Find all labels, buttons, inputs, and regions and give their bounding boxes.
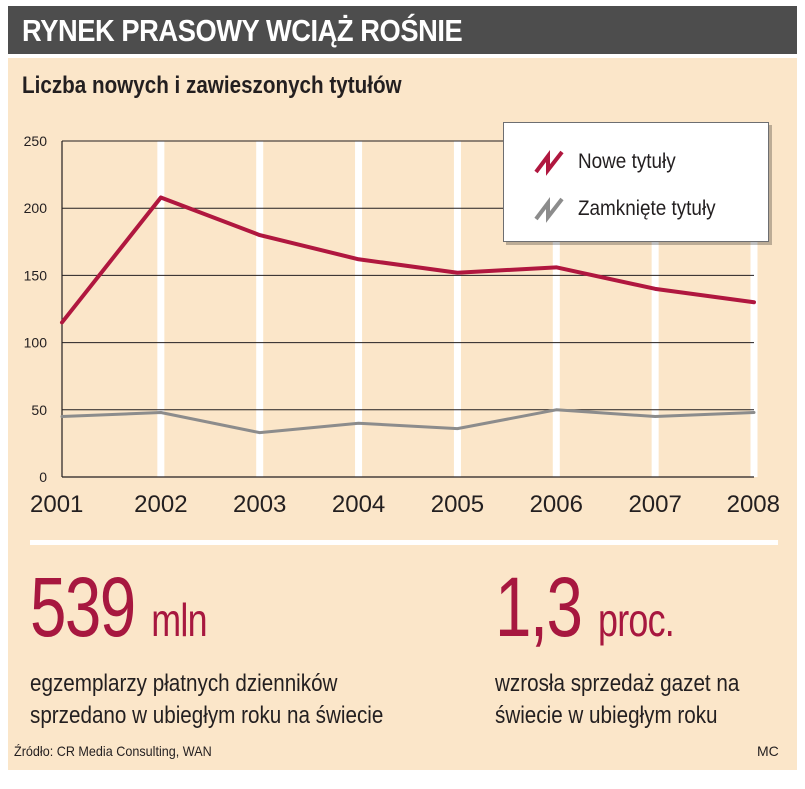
page-title: RYNEK PRASOWY WCIĄŻ ROŚNIE <box>22 13 463 48</box>
stat-sales-description: wzrosła sprzedaż gazet na świecie w ubie… <box>495 668 739 732</box>
stat-sales-desc-line1: wzrosła sprzedaż gazet na <box>495 670 740 697</box>
x-tick-label: 2005 <box>431 491 484 518</box>
series-line-new-titles <box>60 195 756 325</box>
chart-legend: Nowe tytuły Zamknięte tytuły <box>503 122 769 242</box>
stat-sales-number: 1,3 <box>495 560 583 654</box>
stat-copies-value: 539 mln <box>30 565 208 649</box>
y-tick-label: 250 <box>24 133 48 149</box>
stat-copies-description: egzemplarzy płatnych dzienników sprzedan… <box>30 668 383 732</box>
x-tick-label: 2006 <box>530 491 583 518</box>
y-tick-label: 50 <box>31 402 47 418</box>
stat-sales-desc-line2: świecie w ubiegłym roku <box>495 702 718 729</box>
author-credit: MC <box>757 743 779 759</box>
stat-sales-value: 1,3 proc. <box>495 565 675 649</box>
x-tick-label: 2001 <box>30 491 83 518</box>
legend-label-closed: Zamknięte tytuły <box>578 197 716 220</box>
x-tick-label: 2008 <box>727 491 780 518</box>
legend-label-new: Nowe tytuły <box>578 150 676 173</box>
stat-copies-desc-line1: egzemplarzy płatnych dzienników <box>30 670 338 697</box>
legend-swatch-closed <box>534 197 564 223</box>
series-line-closed-titles <box>60 408 756 435</box>
chart-title: Liczba nowych i zawieszonych tytułów <box>22 72 402 99</box>
x-tick-label: 2003 <box>233 491 286 518</box>
legend-item-new: Nowe tytuły <box>534 145 687 179</box>
y-tick-label: 100 <box>24 335 48 351</box>
x-tick-label: 2004 <box>332 491 385 518</box>
legend-item-closed: Zamknięte tytuły <box>534 192 731 226</box>
section-divider <box>30 540 778 545</box>
stat-copies-desc-line2: sprzedano w ubiegłym roku na świecie <box>30 702 384 729</box>
stat-copies-number: 539 <box>30 560 136 654</box>
y-tick-label: 200 <box>24 200 48 216</box>
stat-sales-unit: proc. <box>598 594 675 646</box>
x-tick-label: 2007 <box>628 491 681 518</box>
source-note: Źródło: CR Media Consulting, WAN <box>14 743 212 759</box>
legend-swatch-new <box>534 150 564 176</box>
y-tick-label: 0 <box>39 469 47 485</box>
y-tick-label: 150 <box>24 267 48 283</box>
stat-copies-unit: mln <box>151 594 207 646</box>
header-bar: RYNEK PRASOWY WCIĄŻ ROŚNIE <box>8 6 797 54</box>
x-tick-label: 2002 <box>134 491 187 518</box>
